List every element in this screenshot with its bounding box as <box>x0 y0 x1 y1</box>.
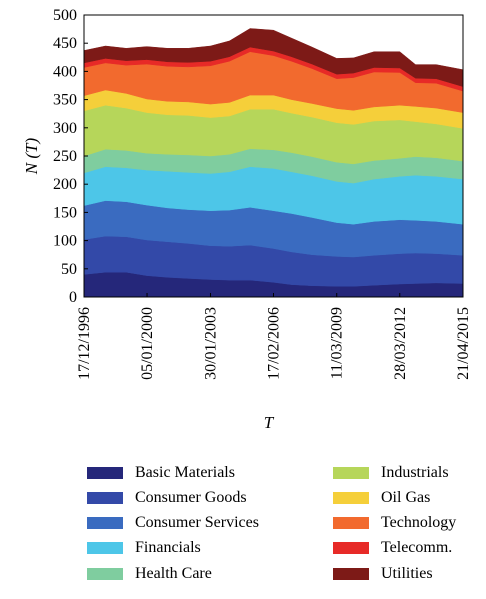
y-tick-label: 200 <box>53 176 77 193</box>
x-tick-label: 17/12/1996 <box>76 307 93 380</box>
y-axis-title: N (T) <box>22 137 41 175</box>
y-tick-label: 400 <box>53 63 77 80</box>
y-tick-label: 350 <box>53 92 77 109</box>
x-tick-label: 28/03/2012 <box>392 307 409 380</box>
y-tick-label: 500 <box>53 7 77 24</box>
x-axis-title: T <box>264 413 275 432</box>
x-tick-label: 30/01/2003 <box>202 307 219 380</box>
area-series-group <box>83 28 464 298</box>
x-tick-label: 11/03/2009 <box>329 307 346 379</box>
x-tick-label: 21/04/2015 <box>455 307 472 380</box>
x-tick-label: 17/02/2006 <box>266 307 283 380</box>
y-tick-label: 100 <box>53 233 77 250</box>
x-tick-label: 05/01/2000 <box>139 307 156 380</box>
y-tick-label: 50 <box>61 261 77 278</box>
y-tick-label: 150 <box>53 204 77 221</box>
y-tick-label: 0 <box>69 289 77 306</box>
y-tick-label: 450 <box>53 35 77 52</box>
y-tick-label: 300 <box>53 120 77 137</box>
y-tick-label: 250 <box>53 148 77 165</box>
